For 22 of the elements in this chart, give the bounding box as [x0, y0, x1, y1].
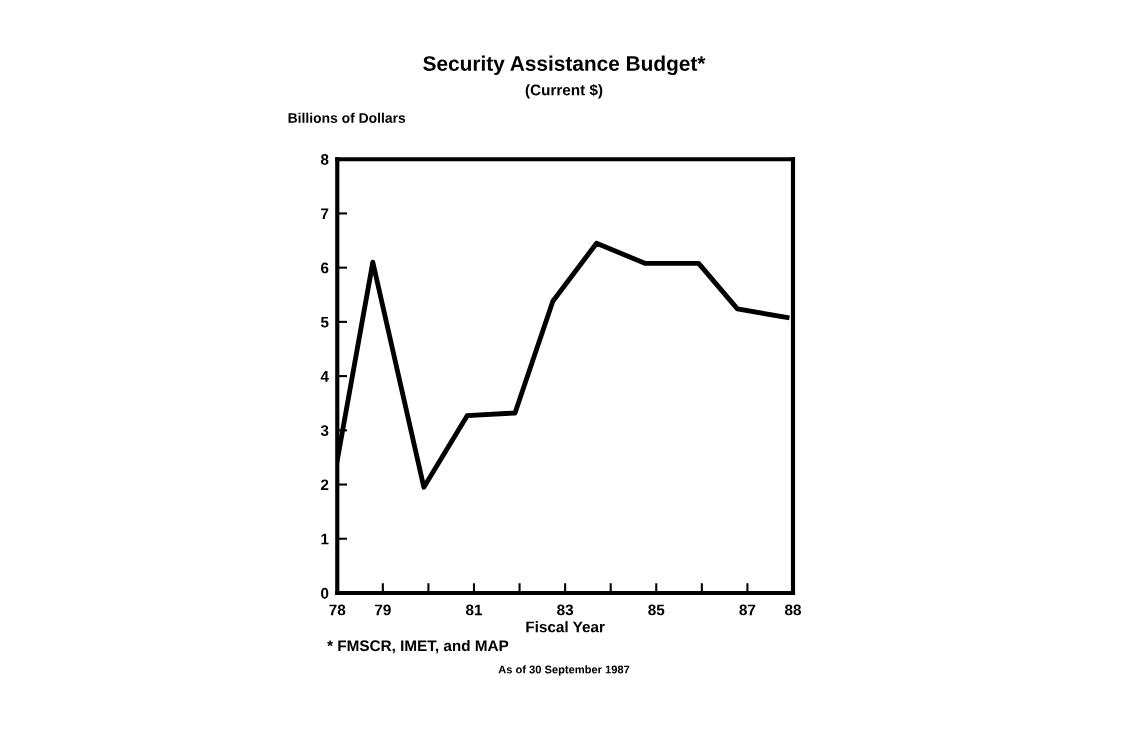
x-tick-label: 79 — [375, 604, 391, 616]
y-tick-label: 1 — [321, 533, 329, 545]
y-tick-label: 6 — [321, 262, 329, 274]
y-tick-label: 3 — [320, 425, 329, 437]
x-tick-label: 88 — [784, 604, 802, 616]
y-tick-label: 4 — [320, 371, 329, 382]
y-tick-label: 2 — [320, 479, 329, 491]
y-tick-label: 8 — [320, 154, 329, 165]
x-tick-label: 83 — [557, 604, 574, 616]
y-tick-label: 7 — [321, 208, 329, 219]
y-axis-title: Billions of Dollars — [288, 112, 406, 123]
x-tick-label: 81 — [465, 604, 483, 616]
text: * FMSCR, IMET, and MAP — [327, 639, 509, 654]
x-tick-label: 78 — [329, 604, 346, 616]
text: As of 30 September 1987 — [498, 665, 630, 676]
x-tick-label: 87 — [739, 604, 756, 616]
chart-subtitle: (Current $) — [525, 83, 603, 99]
y-tick-label: 0 — [321, 587, 329, 599]
x-axis-title: Fiscal Year — [526, 621, 605, 633]
chart-title: Security Assistance Budget* — [423, 55, 706, 76]
x-tick-label: 85 — [648, 604, 665, 616]
y-tick-label: 5 — [320, 316, 329, 328]
